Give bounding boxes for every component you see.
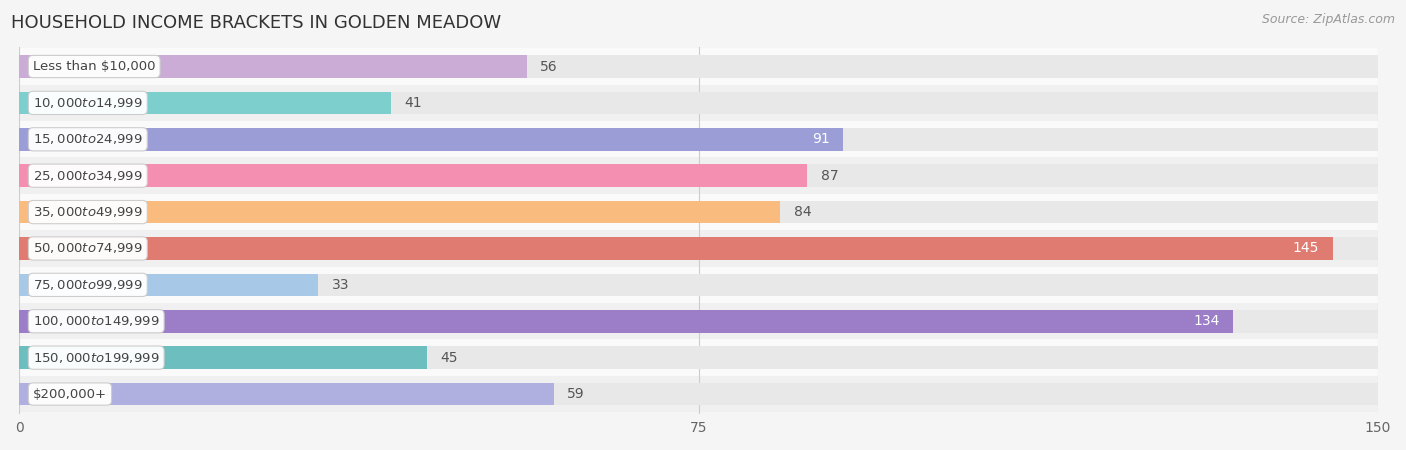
Text: $25,000 to $34,999: $25,000 to $34,999 — [32, 169, 142, 183]
Bar — [20, 383, 1378, 405]
Bar — [20, 164, 807, 187]
Text: 91: 91 — [813, 132, 830, 146]
Text: Less than $10,000: Less than $10,000 — [32, 60, 156, 73]
Text: $50,000 to $74,999: $50,000 to $74,999 — [32, 242, 142, 256]
Text: 45: 45 — [440, 351, 458, 364]
Bar — [20, 121, 1378, 158]
Bar — [20, 274, 318, 296]
Text: $75,000 to $99,999: $75,000 to $99,999 — [32, 278, 142, 292]
Text: $150,000 to $199,999: $150,000 to $199,999 — [32, 351, 159, 364]
Bar — [20, 267, 1378, 303]
Bar — [20, 201, 1378, 223]
Text: $100,000 to $149,999: $100,000 to $149,999 — [32, 314, 159, 328]
Bar — [20, 201, 780, 223]
Bar — [20, 376, 1378, 412]
Bar — [20, 237, 1333, 260]
Bar — [20, 158, 1378, 194]
Bar — [20, 383, 554, 405]
Bar — [20, 92, 391, 114]
Text: 59: 59 — [567, 387, 585, 401]
Bar — [20, 274, 1378, 296]
Text: Source: ZipAtlas.com: Source: ZipAtlas.com — [1261, 14, 1395, 27]
Text: 56: 56 — [540, 59, 558, 73]
Bar — [20, 85, 1378, 121]
Text: HOUSEHOLD INCOME BRACKETS IN GOLDEN MEADOW: HOUSEHOLD INCOME BRACKETS IN GOLDEN MEAD… — [11, 14, 502, 32]
Bar — [20, 310, 1378, 333]
Text: 145: 145 — [1292, 242, 1319, 256]
Text: $15,000 to $24,999: $15,000 to $24,999 — [32, 132, 142, 146]
Bar — [20, 194, 1378, 230]
Bar — [20, 128, 844, 151]
Text: 84: 84 — [793, 205, 811, 219]
Bar — [20, 92, 1378, 114]
Text: $35,000 to $49,999: $35,000 to $49,999 — [32, 205, 142, 219]
Bar — [20, 128, 1378, 151]
Bar — [20, 55, 1378, 78]
Text: $200,000+: $200,000+ — [32, 387, 107, 400]
Bar — [20, 346, 427, 369]
Text: 33: 33 — [332, 278, 349, 292]
Bar — [20, 237, 1378, 260]
Bar — [20, 55, 526, 78]
Text: 134: 134 — [1192, 314, 1219, 328]
Bar — [20, 48, 1378, 85]
Bar — [20, 310, 1233, 333]
Text: 41: 41 — [405, 96, 422, 110]
Bar — [20, 339, 1378, 376]
Bar — [20, 303, 1378, 339]
Bar — [20, 230, 1378, 267]
Text: $10,000 to $14,999: $10,000 to $14,999 — [32, 96, 142, 110]
Bar — [20, 346, 1378, 369]
Text: 87: 87 — [821, 169, 838, 183]
Bar — [20, 164, 1378, 187]
